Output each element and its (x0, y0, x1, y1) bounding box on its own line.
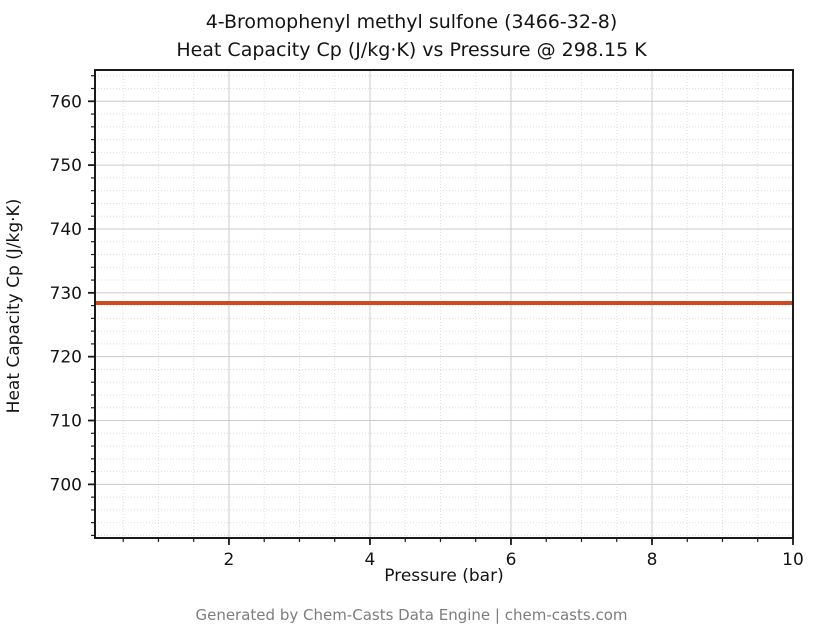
chart-footer: Generated by Chem-Casts Data Engine | ch… (195, 606, 628, 624)
x-tick-label: 6 (506, 550, 517, 570)
y-axis-label: Heat Capacity Cp (J/kg·K) (4, 198, 24, 414)
y-tick-label: 730 (50, 284, 82, 304)
y-tick-label: 710 (50, 412, 82, 432)
chart-title: 4-Bromophenyl methyl sulfone (3466-32-8)… (0, 8, 823, 64)
y-tick-label: 740 (50, 220, 82, 240)
y-tick-label: 760 (50, 92, 82, 112)
y-tick-label: 700 (50, 475, 82, 495)
chart-title-line2: Heat Capacity Cp (J/kg·K) vs Pressure @ … (176, 39, 647, 61)
y-tick-label: 720 (50, 348, 82, 368)
y-tick-label: 750 (50, 156, 82, 176)
x-tick-label: 2 (224, 550, 235, 570)
x-tick-label: 8 (647, 550, 658, 570)
x-tick-label: 10 (782, 550, 804, 570)
chart-title-line1: 4-Bromophenyl methyl sulfone (3466-32-8) (205, 11, 618, 33)
x-axis-label: Pressure (bar) (384, 566, 504, 586)
axes-frame (94, 69, 794, 539)
x-tick-label: 4 (365, 550, 376, 570)
